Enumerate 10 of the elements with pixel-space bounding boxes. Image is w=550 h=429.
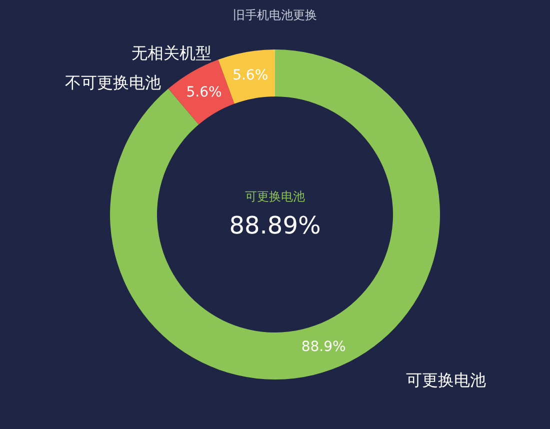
donut-slice [168,60,234,124]
text: 88.89% [229,212,321,240]
slice-label: 可更换电池 [406,370,486,390]
slice-label: 无相关机型 [132,44,212,63]
slice-label: 不可更换电池 [65,73,162,92]
text: 可更换电池 [245,190,305,204]
data-label: 5.6% [232,68,268,84]
data-label: 5.6% [186,84,222,101]
chart-title: 旧手机电池更换 [233,8,317,22]
data-label: 88.9% [301,338,346,355]
